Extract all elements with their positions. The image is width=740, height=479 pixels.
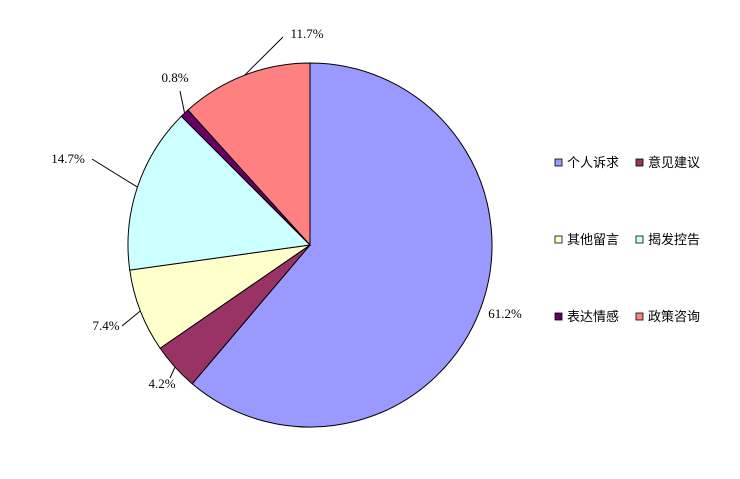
leader-lines — [91, 36, 284, 379]
legend-swatch-2 — [635, 158, 644, 167]
data-label-4: 14.7% — [51, 151, 85, 166]
data-label-2: 4.2% — [148, 376, 175, 391]
legend-swatch-4 — [635, 235, 644, 244]
legend-swatch-3 — [554, 235, 563, 244]
legend-label-5: 表达情感 — [567, 309, 619, 324]
data-label-1: 61.2% — [488, 306, 522, 321]
leader-line-4 — [91, 158, 138, 188]
data-label-3: 7.4% — [92, 318, 119, 333]
legend-label-6: 政策咨询 — [648, 309, 700, 324]
data-label-6: 11.7% — [290, 26, 323, 41]
legend-swatch-1 — [554, 158, 563, 167]
pie-slice-4 — [127, 115, 312, 271]
leader-line-2 — [169, 366, 176, 379]
legend-swatch-5 — [554, 312, 563, 321]
leader-line-5 — [179, 90, 186, 114]
pie-slices — [127, 62, 493, 428]
legend-label-1: 个人诉求 — [567, 155, 619, 170]
legend-label-3: 其他留言 — [567, 232, 619, 247]
data-label-5: 0.8% — [161, 70, 188, 85]
leader-line-6 — [244, 36, 284, 76]
legend-swatch-6 — [635, 312, 644, 321]
legend-label-2: 意见建议 — [648, 155, 700, 170]
data-labels: 61.2% 4.2% 7.4% 14.7% 0.8% 11.7% — [51, 26, 522, 391]
leader-line-3 — [121, 310, 141, 327]
pie-slice-1 — [191, 62, 493, 428]
legend-label-4: 揭发控告 — [648, 232, 700, 247]
